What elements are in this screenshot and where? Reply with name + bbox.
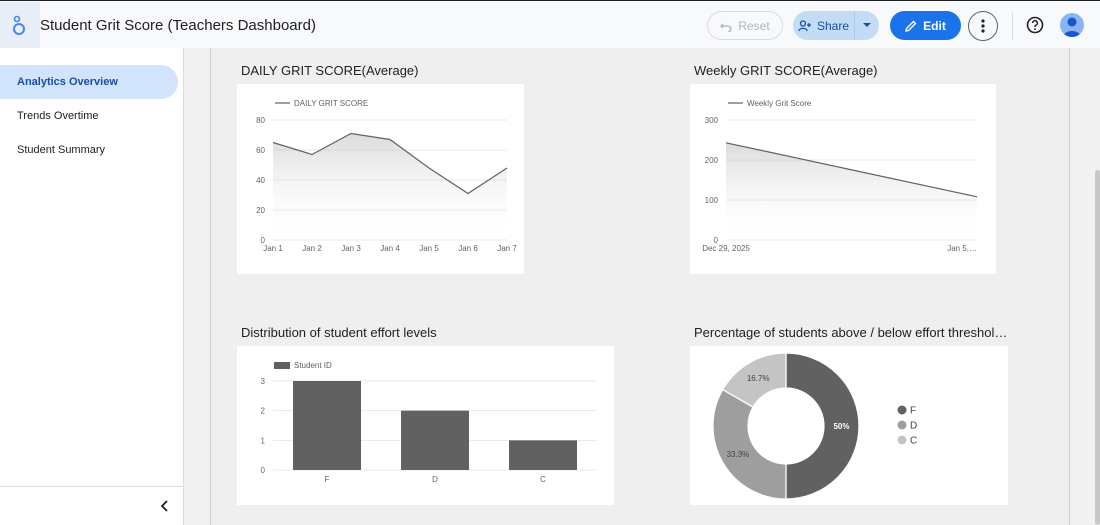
effort-threshold-chart-svg: 50% 33.3% 16.7% FDC <box>712 352 917 500</box>
legend-label: C <box>910 436 917 447</box>
report-title[interactable]: Student Grit Score (Teachers Dashboard) <box>40 17 316 34</box>
y-tick-label: 0 <box>261 236 266 245</box>
more-vert-icon <box>981 19 985 33</box>
slice-label: 16.7% <box>747 374 770 383</box>
legend-bar-swatch <box>274 362 290 369</box>
x-tick-label: Jan 7 <box>497 244 517 253</box>
y-tick-label: 3 <box>261 377 266 386</box>
x-tick-label: Jan 3 <box>341 244 361 253</box>
reset-button[interactable]: Reset <box>707 11 783 40</box>
user-icon <box>1063 17 1081 37</box>
y-tick-label: 40 <box>256 176 265 185</box>
weekly-grit-chart-svg: Weekly Grit Score 0 100 200 300 Dec 29, 2025… <box>702 99 978 253</box>
x-tick-label: Jan 5 <box>419 244 439 253</box>
caret-down-icon <box>863 23 871 27</box>
series-area <box>273 133 507 240</box>
reset-label: Reset <box>738 18 770 33</box>
bar-d <box>401 410 469 470</box>
slice-d <box>712 388 787 500</box>
scrollbar-thumb[interactable] <box>1095 170 1100 525</box>
x-tick-label: Jan 6 <box>458 244 478 253</box>
series-line <box>725 142 978 198</box>
bar-c <box>509 440 577 470</box>
share-label: Share <box>816 18 850 33</box>
effort-threshold-title: Percentage of students above / below eff… <box>694 325 1007 340</box>
daily-grit-chart-svg: DAILY GRIT SCORE 0 20 40 60 80 Jan 1 Jan 2 Jan … <box>256 99 517 253</box>
legend-label: Weekly Grit Score <box>747 99 812 108</box>
bar-f <box>293 381 361 470</box>
header-divider <box>1012 12 1013 40</box>
y-tick-label: 60 <box>256 146 265 155</box>
y-tick-label: 1 <box>261 436 266 445</box>
slice-c <box>721 352 787 408</box>
legend-label: D <box>910 421 917 432</box>
x-tick-label: Jan 4 <box>380 244 400 253</box>
y-tick-label: 0 <box>714 236 719 245</box>
edit-button[interactable]: Edit <box>890 11 961 40</box>
x-tick-label: Jan 5,… <box>947 244 977 253</box>
legend-label: DAILY GRIT SCORE <box>294 99 368 108</box>
top-bar: Student Grit Score (Teachers Dashboard) … <box>0 0 1100 49</box>
x-tick-label: F <box>325 475 330 484</box>
chevron-left-icon[interactable] <box>157 496 173 516</box>
daily-grit-chart[interactable]: DAILY GRIT SCORE 0 20 40 60 80 Jan 1 Jan 2 Jan … <box>237 84 524 274</box>
effort-distribution-chart[interactable]: Student ID 0 1 2 3 F D C <box>237 346 614 505</box>
share-button[interactable]: Share <box>793 11 879 40</box>
slice-label: 33.3% <box>727 450 750 459</box>
x-tick-label: D <box>432 475 438 484</box>
legend-swatch <box>897 420 907 430</box>
avatar[interactable] <box>1060 13 1084 37</box>
slice-f <box>785 352 860 500</box>
more-options-button[interactable] <box>968 11 998 41</box>
effort-distribution-title: Distribution of student effort levels <box>241 325 437 340</box>
pencil-icon <box>905 20 917 32</box>
add-person-icon <box>798 19 811 31</box>
effort-distribution-chart-svg: Student ID 0 1 2 3 F D C <box>261 361 597 484</box>
edit-label: Edit <box>923 18 946 33</box>
undo-icon <box>720 23 732 32</box>
x-tick-label: C <box>540 475 546 484</box>
share-main-button[interactable]: Share <box>793 11 855 40</box>
legend-label: Student ID <box>294 361 332 370</box>
x-tick-label: Jan 1 <box>263 244 283 253</box>
y-tick-label: 300 <box>705 116 719 125</box>
daily-chart-title: DAILY GRIT SCORE(Average) <box>241 63 419 78</box>
y-tick-label: 20 <box>256 206 265 215</box>
weekly-chart-title: Weekly GRIT SCORE(Average) <box>694 63 878 78</box>
y-tick-label: 100 <box>705 196 719 205</box>
y-tick-label: 0 <box>261 466 266 475</box>
page-navigation: Analytics Overview Trends Overtime Stude… <box>0 48 184 525</box>
series-line <box>272 132 508 195</box>
x-tick-label: Jan 2 <box>302 244 322 253</box>
looker-studio-logo[interactable] <box>0 2 40 49</box>
nav-item-analytics-overview[interactable]: Analytics Overview <box>0 65 178 99</box>
nav-item-trends-overtime[interactable]: Trends Overtime <box>17 110 99 122</box>
legend-label: F <box>910 406 916 417</box>
logo-icon <box>13 15 25 35</box>
sidebar-divider <box>0 486 183 487</box>
share-dropdown-button[interactable] <box>855 11 879 40</box>
slice-label: 50% <box>833 422 849 431</box>
legend-swatch <box>897 435 907 445</box>
nav-item-student-summary[interactable]: Student Summary <box>17 144 106 156</box>
series-area <box>726 142 977 240</box>
legend-swatch <box>897 405 907 415</box>
y-tick-label: 80 <box>256 116 265 125</box>
y-tick-label: 2 <box>261 407 266 416</box>
x-tick-label: Dec 29, 2025 <box>702 244 750 253</box>
effort-threshold-chart[interactable]: 50% 33.3% 16.7% F D C <box>690 346 1008 505</box>
y-tick-label: 200 <box>705 156 719 165</box>
help-icon[interactable] <box>1025 15 1045 35</box>
weekly-grit-chart[interactable]: Weekly Grit Score 0 100 200 300 Dec 29, 2025… <box>690 84 996 274</box>
